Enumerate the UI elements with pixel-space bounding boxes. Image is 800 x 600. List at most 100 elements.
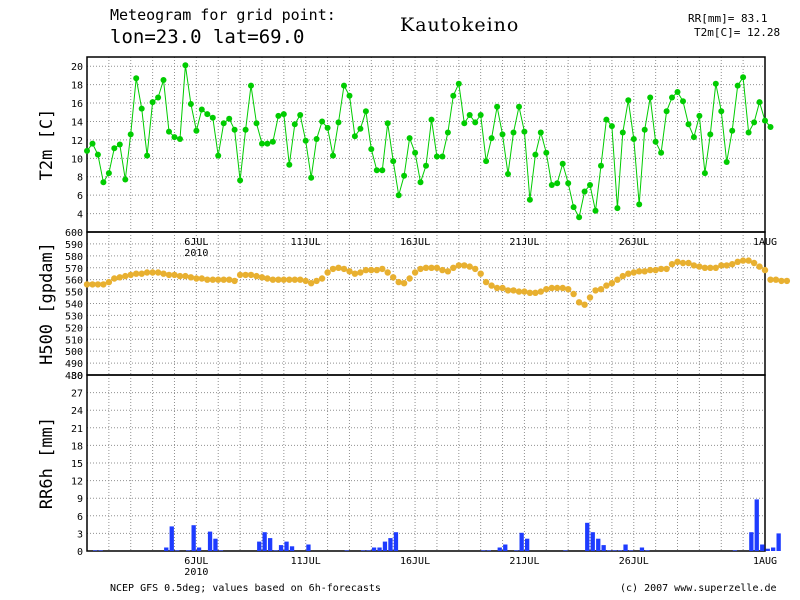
h500-point xyxy=(379,265,386,273)
t2m-point xyxy=(220,120,227,127)
h500-point xyxy=(357,269,364,276)
y-tick-label: 12 xyxy=(71,477,83,488)
rr6h-bar xyxy=(344,550,349,551)
t2m-point xyxy=(259,140,265,147)
h500-point xyxy=(444,268,452,275)
t2m-point xyxy=(587,182,593,188)
h500-point xyxy=(466,263,473,270)
rr6h-bar xyxy=(268,538,273,551)
h500-point xyxy=(269,276,277,283)
h500-point xyxy=(133,270,140,277)
rr6h-bar xyxy=(760,544,765,551)
rr6h-bar xyxy=(754,499,759,551)
t2m-point xyxy=(275,112,282,119)
rr6h-bar xyxy=(169,526,174,551)
h500-point xyxy=(143,269,151,276)
h500-point xyxy=(674,258,681,265)
t2m-point xyxy=(406,135,413,142)
y-tick-label: 480 xyxy=(65,371,83,382)
h500-point xyxy=(209,276,216,283)
t2m-point xyxy=(669,94,675,101)
h500-point xyxy=(739,257,747,264)
h500-point xyxy=(302,277,309,285)
t2m-point xyxy=(554,180,561,187)
t2m-point xyxy=(242,126,249,133)
rr6h-bar xyxy=(563,550,568,551)
t2m-point xyxy=(439,153,446,160)
h500-point xyxy=(772,276,780,283)
rr6h-bar xyxy=(371,547,377,551)
y-tick-label: 500 xyxy=(65,347,83,358)
h500-point xyxy=(586,294,594,301)
temperature-mean: T2m[C]= 12.28 xyxy=(694,26,781,39)
rr6h-bar xyxy=(732,550,738,551)
h500-point xyxy=(668,261,676,268)
rr6h-bar xyxy=(191,525,196,551)
y-tick-label: 9 xyxy=(77,494,83,505)
date-tick-label: 11JUL xyxy=(291,237,321,248)
h500-point xyxy=(411,269,419,276)
h500-point xyxy=(603,282,610,289)
t2m-point xyxy=(444,129,451,136)
t2m-point xyxy=(450,92,457,99)
t2m-point xyxy=(248,82,254,89)
rr6h-bar xyxy=(645,550,650,551)
y-tick-label: 4 xyxy=(77,210,83,221)
rr6h-bar xyxy=(175,550,180,551)
h500-point xyxy=(581,301,588,308)
h500-point xyxy=(247,271,255,279)
h500-point xyxy=(537,288,544,295)
date-tick-label: 6JUL xyxy=(184,237,208,248)
rr6h-bar xyxy=(93,550,98,551)
h500-point xyxy=(176,272,184,280)
t2m-point xyxy=(718,108,725,115)
h500-point xyxy=(575,299,583,306)
h500-point xyxy=(472,265,479,273)
h500-point xyxy=(116,274,124,281)
h500-point xyxy=(521,288,528,295)
panel-frame-t2m xyxy=(86,56,766,233)
h500-point xyxy=(750,259,758,267)
h500-point xyxy=(406,275,413,282)
t2m-point xyxy=(89,140,96,147)
t2m-point xyxy=(198,106,205,113)
y-tick-label: 590 xyxy=(65,240,83,251)
rr6h-bar xyxy=(98,550,103,551)
h500-point xyxy=(138,270,145,277)
h500-point xyxy=(111,275,118,282)
meteogram-title: Meteogram for grid point: xyxy=(110,6,336,24)
h500-point xyxy=(636,268,643,275)
panel-frame-rr6h xyxy=(86,374,766,552)
h500-point xyxy=(226,276,233,283)
t2m-point xyxy=(166,128,172,135)
h500-point xyxy=(499,284,506,292)
h500-point xyxy=(548,284,555,292)
h500-point xyxy=(204,276,211,283)
t2m-point xyxy=(133,75,140,82)
t2m-point xyxy=(302,137,309,144)
h500-point xyxy=(565,286,572,293)
h500-point xyxy=(515,288,523,295)
h500-point xyxy=(433,264,441,271)
date-tick-label: 1AUG xyxy=(753,556,777,567)
t2m-point xyxy=(647,94,654,101)
h500-point xyxy=(488,282,495,289)
rr6h-bar xyxy=(262,532,267,551)
t2m-point xyxy=(543,149,550,156)
rr6h-bar xyxy=(585,522,590,551)
t2m-point xyxy=(707,131,714,138)
t2m-point xyxy=(204,111,211,118)
rr6h-bar xyxy=(771,547,776,551)
t2m-point xyxy=(351,133,358,140)
t2m-point xyxy=(701,170,708,177)
h500-point xyxy=(236,271,244,279)
h500-point xyxy=(532,289,539,296)
t2m-point xyxy=(144,152,151,159)
h500-point xyxy=(105,278,113,286)
h500-point xyxy=(718,262,725,269)
y-tick-label: 18 xyxy=(71,81,83,92)
t2m-point xyxy=(362,108,369,115)
t2m-point xyxy=(477,112,484,118)
h500-point xyxy=(215,276,222,283)
y-tick-label: 540 xyxy=(65,300,83,311)
